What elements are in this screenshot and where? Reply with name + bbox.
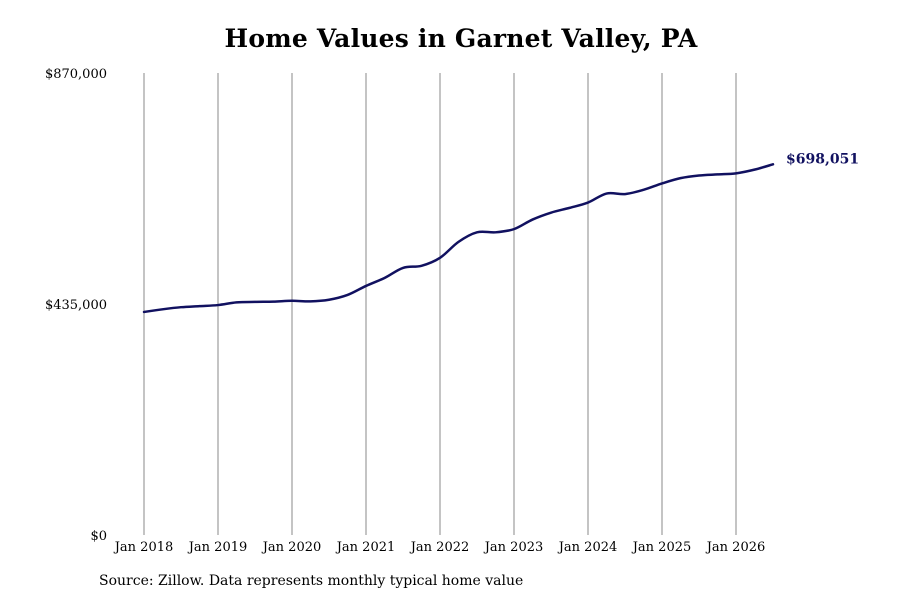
end-value-label: $698,051 [786, 151, 859, 167]
x-tick-label: Jan 2026 [705, 540, 766, 555]
x-tick-label: Jan 2025 [631, 540, 692, 555]
x-tick-label: Jan 2023 [483, 540, 544, 555]
x-tick-label: Jan 2022 [409, 540, 470, 555]
y-tick-label: $435,000 [45, 298, 107, 313]
y-tick-label: $0 [90, 529, 107, 544]
x-tick-label: Jan 2019 [187, 540, 248, 555]
x-tick-label: Jan 2024 [557, 540, 618, 555]
chart-title: Home Values in Garnet Valley, PA [224, 24, 698, 53]
x-tick-label: Jan 2020 [261, 540, 322, 555]
series-line [142, 163, 775, 314]
y-axis: $0 $435,000 $870,000 [45, 67, 107, 544]
y-tick-label: $870,000 [45, 67, 107, 82]
series-group [142, 163, 775, 314]
x-tick-label: Jan 2021 [335, 540, 396, 555]
source-note: Source: Zillow. Data represents monthly … [99, 573, 524, 589]
x-tick-label: Jan 2018 [113, 540, 174, 555]
x-axis: Jan 2018 Jan 2019 Jan 2020 Jan 2021 Jan 2022… [113, 540, 766, 555]
